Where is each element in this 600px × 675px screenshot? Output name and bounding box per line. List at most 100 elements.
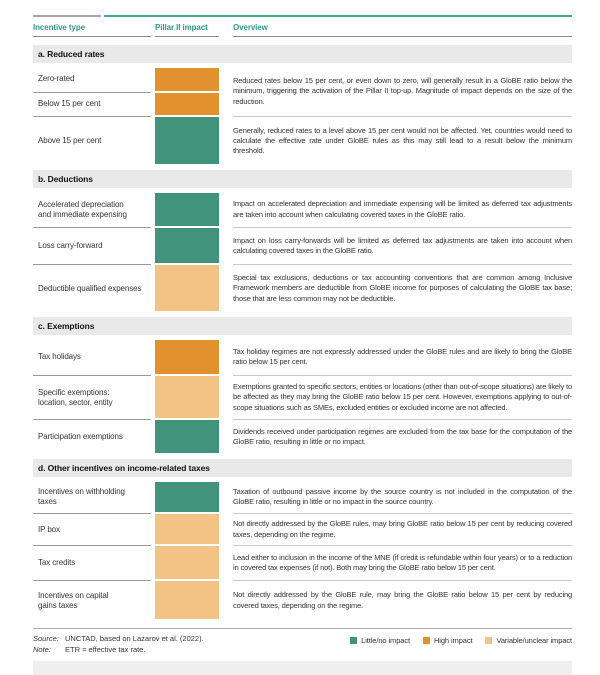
impact-cell-variable (155, 581, 219, 619)
overview-text: Impact on accelerated depreciation and i… (233, 199, 572, 219)
row-group-left: Deductible qualified expenses (33, 264, 219, 312)
table-row: Tax credits (33, 545, 219, 580)
impact-cell-little (155, 117, 219, 164)
note-line: Note: ETR = effective tax rate. (33, 645, 204, 656)
note-label: Note: (33, 644, 51, 654)
overview-cell: Taxation of outbound passive income by t… (233, 481, 572, 513)
legend-item-high-impact: High impact (422, 636, 473, 645)
table-row-group: Above 15 per cent Generally, reduced rate… (33, 116, 572, 165)
impact-cell-variable (155, 546, 219, 579)
column-header-pillar-ii-impact: Pillar II impact (155, 23, 219, 37)
table-row: Accelerated depreciation and immediate e… (33, 192, 219, 227)
impact-cell-high (155, 68, 219, 91)
overview-text: Exemptions granted to specific sectors, … (233, 382, 572, 412)
overview-text: Generally, reduced rates to a level abov… (233, 125, 572, 156)
impact-cell-variable (155, 514, 219, 544)
overview-text: Reduced rates below 15 per cent, or even… (233, 76, 572, 106)
legend-label: Variable/unclear impact (496, 636, 572, 645)
row-group-left: Loss carry-forward (33, 227, 219, 264)
legend-label: High impact (433, 636, 473, 645)
legend-swatch-variable-icon (485, 637, 493, 644)
incentive-type-label: Specific exemptions: location, sector, e… (33, 375, 151, 419)
incentive-type-label: Participation exemptions (33, 419, 151, 454)
column-header-overview: Overview (233, 23, 572, 37)
overview-cell: Not directly addressed by the GloBE rule… (233, 580, 572, 620)
overview-cell: Tax holiday regimes are not expressly ad… (233, 339, 572, 375)
row-group-left: Accelerated depreciation and immediate e… (33, 192, 219, 227)
table-row-group: Zero-rated Below 15 per cent Reduced rates… (33, 67, 572, 116)
overview-cell: Dividends received under participation r… (233, 419, 572, 454)
impact-legend: Little/no impact High impact Variable/un… (350, 634, 572, 645)
table-row-group: Deductible qualified expenses Special tax… (33, 264, 572, 312)
section-header: a. Reduced rates (33, 45, 572, 63)
bottom-gray-band (33, 661, 572, 675)
table-row: IP box (33, 513, 219, 545)
table-row-group: Specific exemptions: location, sector, e… (33, 375, 572, 419)
table-row: Above 15 per cent (33, 116, 219, 165)
overview-text: Tax holiday regimes are not expressly ad… (233, 346, 572, 366)
row-group-left: Incentives on capital gains taxes (33, 580, 219, 620)
overview-cell: Impact on accelerated depreciation and i… (233, 192, 572, 227)
overview-cell: Special tax exclusions, deductions or ta… (233, 264, 572, 312)
incentive-type-label: Incentives on capital gains taxes (33, 580, 151, 620)
row-group-left: Above 15 per cent (33, 116, 219, 165)
incentive-type-label: Above 15 per cent (33, 116, 151, 165)
table-row: Tax holidays (33, 339, 219, 375)
impact-cell-variable (155, 376, 219, 418)
incentive-type-label: IP box (33, 513, 151, 545)
table-row-group: Incentives on capital gains taxes Not dir… (33, 580, 572, 620)
top-rule (33, 15, 572, 17)
impact-cell-high (155, 340, 219, 374)
legend-swatch-high-icon (422, 637, 430, 644)
row-group-left: Tax credits (33, 545, 219, 580)
impact-cell-little (155, 228, 219, 263)
overview-cell: Not directly addressed by the GloBE rule… (233, 513, 572, 545)
column-header-incentive-type: Incentive type (33, 23, 151, 37)
incentive-type-label: Accelerated depreciation and immediate e… (38, 199, 127, 219)
table-row-group: Tax credits Lead either to inclusion in t… (33, 545, 572, 580)
overview-cell: Exemptions granted to specific sectors, … (233, 375, 572, 419)
legend-item-little-no-impact: Little/no impact (350, 636, 410, 645)
row-group-left: Tax holidays (33, 339, 219, 375)
incentive-type-label: Below 15 per cent (33, 91, 151, 117)
top-rule-gray-segment (33, 15, 101, 17)
top-rule-teal-segment (104, 15, 572, 17)
table-row: Loss carry-forward (33, 227, 219, 264)
table-row: Below 15 per cent (33, 91, 219, 117)
overview-text: Taxation of outbound passive income by t… (233, 486, 572, 506)
overview-cell: Lead either to inclusion in the income o… (233, 545, 572, 580)
overview-text: Impact on loss carry-forwards will be li… (233, 235, 572, 255)
table-row-group: Incentives on withholding taxes Taxation … (33, 481, 572, 513)
table-row-group: Participation exemptions Dividends receiv… (33, 419, 572, 454)
figure-footer: Source: UNCTAD, based on Lazarov et al. … (33, 628, 572, 675)
source-label: Source: (33, 634, 59, 643)
table-row-group: Tax holidays Tax holiday regimes are not … (33, 339, 572, 375)
row-group-left: Specific exemptions: location, sector, e… (33, 375, 219, 419)
impact-cell-variable (155, 265, 219, 311)
overview-cell: Impact on loss carry-forwards will be li… (233, 227, 572, 264)
table-body: a. Reduced rates Zero-rated Below 15 per c… (33, 37, 572, 620)
impact-cell-little (155, 482, 219, 512)
table-row: Incentives on withholding taxes (33, 481, 219, 513)
table-header-row: Incentive type Pillar II impact Overview (33, 23, 572, 37)
row-group-left: Zero-rated Below 15 per cent (33, 67, 219, 116)
table-row: Zero-rated (33, 67, 219, 92)
overview-text: Dividends received under participation r… (233, 426, 572, 446)
row-group-left: Incentives on withholding taxes (33, 481, 219, 513)
legend-item-variable-unclear-impact: Variable/unclear impact (485, 636, 572, 645)
incentive-type-label: Deductible qualified expenses (33, 264, 151, 312)
table-row: Deductible qualified expenses (33, 264, 219, 312)
table-row: Incentives on capital gains taxes (33, 580, 219, 620)
note-text: ETR = effective tax rate. (65, 644, 146, 654)
incentive-type-label: Incentives on withholding taxes (38, 487, 125, 506)
incentive-type-label: Zero-rated (38, 74, 75, 84)
incentive-type-label: Tax holidays (38, 352, 81, 361)
source-text: UNCTAD, based on Lazarov et al. (2022). (65, 634, 204, 643)
source-note-block: Source: UNCTAD, based on Lazarov et al. … (33, 634, 204, 655)
impact-cell-little (155, 420, 219, 453)
legend-swatch-little-icon (350, 637, 358, 644)
impact-cell-little (155, 193, 219, 226)
overview-cell: Reduced rates below 15 per cent, or even… (233, 67, 572, 116)
source-line: Source: UNCTAD, based on Lazarov et al. … (33, 634, 204, 645)
